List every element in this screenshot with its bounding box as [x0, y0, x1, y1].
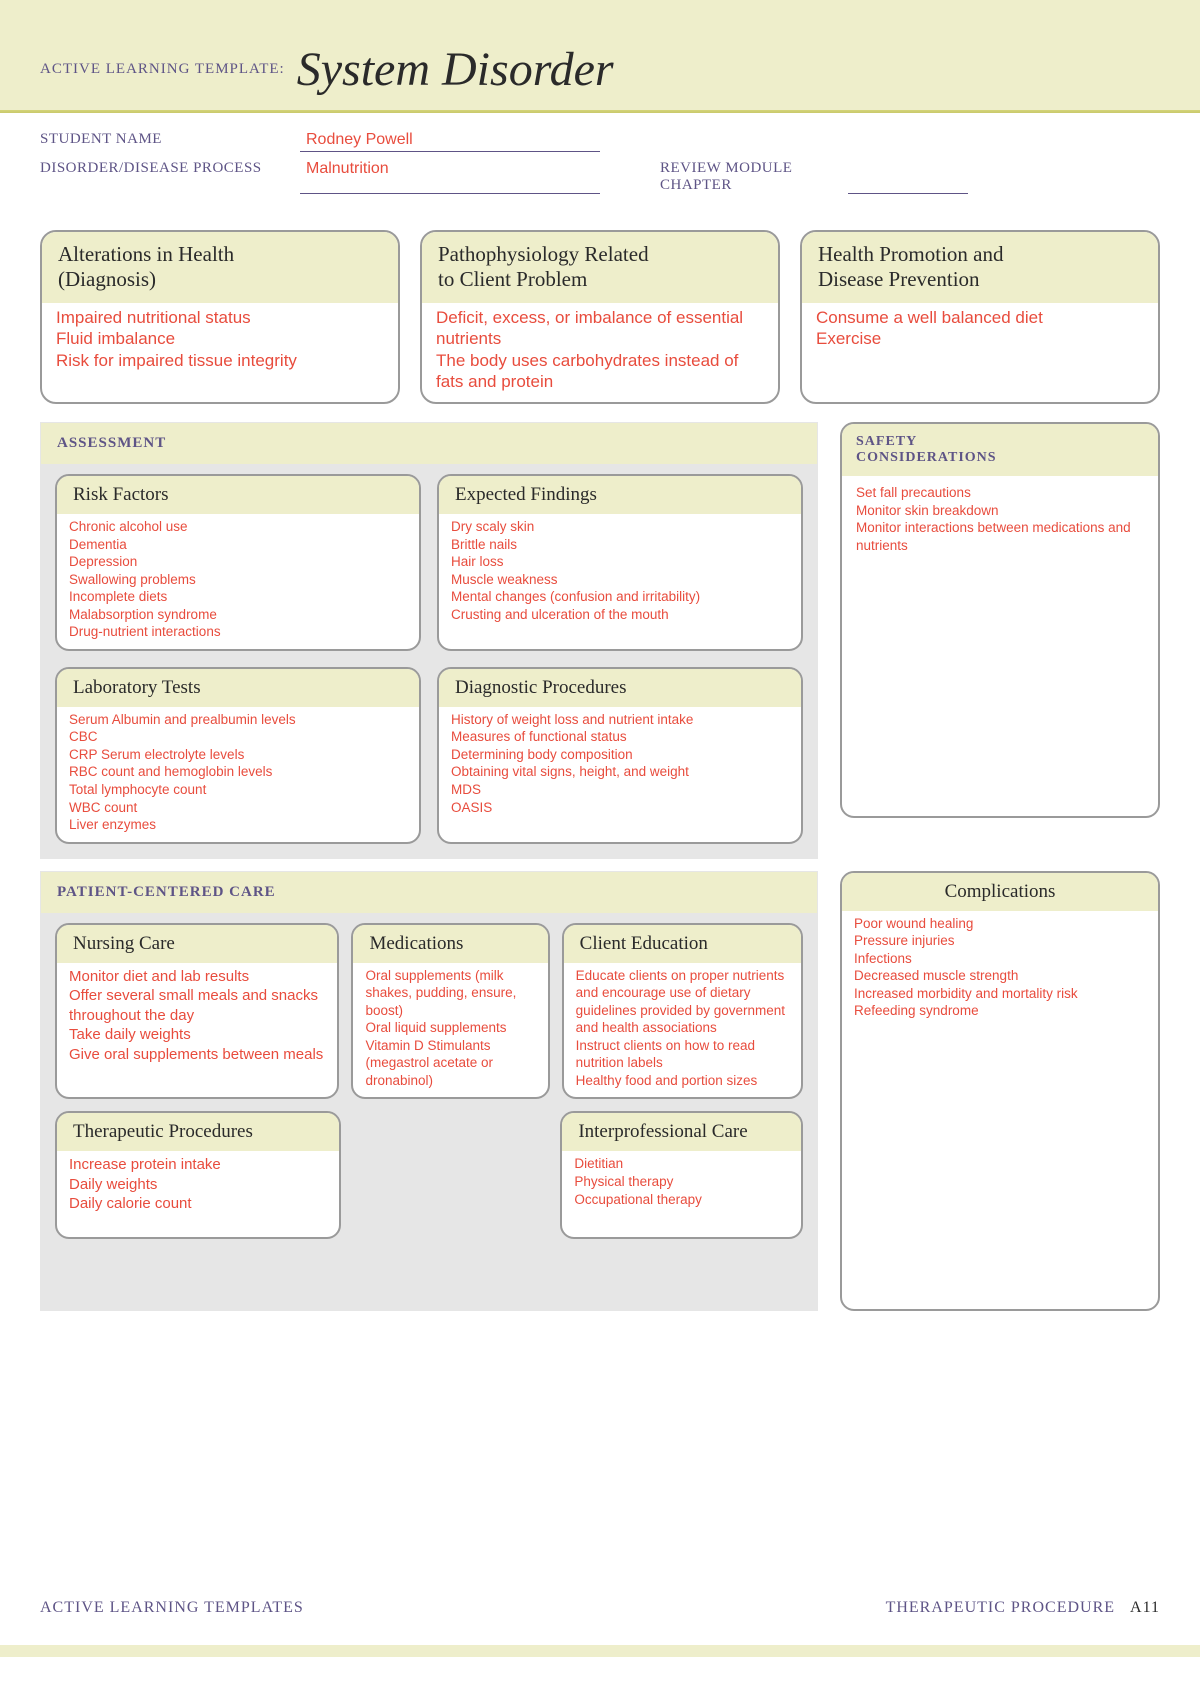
page-number: A11: [1130, 1599, 1160, 1616]
interprofessional-care-title: Interprofessional Care: [562, 1113, 801, 1151]
promo-title: Health Promotion and Disease Prevention: [802, 232, 1158, 303]
diagnostic-procedures-body: History of weight loss and nutrient inta…: [439, 707, 801, 824]
risk-factors-box: Risk Factors Chronic alcohol useDementia…: [55, 474, 421, 651]
promo-body: Consume a well balanced dietExercise: [802, 303, 1158, 360]
footer-left: ACTIVE LEARNING TEMPLATES: [40, 1599, 304, 1617]
patho-title: Pathophysiology Related to Client Proble…: [422, 232, 778, 303]
medications-box: Medications Oral supplements (milk shake…: [351, 923, 549, 1100]
form-area: STUDENT NAME Rodney Powell DISORDER/DISE…: [0, 113, 1200, 194]
diagnostic-procedures-title: Diagnostic Procedures: [439, 669, 801, 707]
expected-findings-title: Expected Findings: [439, 476, 801, 514]
therapeutic-procedures-body: Increase protein intakeDaily weightsDail…: [57, 1151, 339, 1237]
client-education-box: Client Education Educate clients on prop…: [562, 923, 803, 1100]
assessment-section: ASSESSMENT Risk Factors Chronic alcohol …: [40, 422, 818, 859]
review-module-value[interactable]: [848, 160, 968, 194]
review-module-label: REVIEW MODULE CHAPTER: [660, 160, 840, 194]
header-prefix: ACTIVE LEARNING TEMPLATE:: [40, 61, 285, 78]
lab-tests-box: Laboratory Tests Serum Albumin and preal…: [55, 667, 421, 844]
complications-body: Poor wound healingPressure injuriesInfec…: [842, 911, 1158, 1028]
pcc-label: PATIENT-CENTERED CARE: [41, 872, 817, 913]
interprofessional-care-box: Interprofessional Care DietitianPhysical…: [560, 1111, 803, 1239]
page-title: System Disorder: [297, 42, 614, 97]
medications-body: Oral supplements (milk shakes, pudding, …: [353, 963, 547, 1098]
alterations-box: Alterations in Health (Diagnosis) Impair…: [40, 230, 400, 404]
disorder-label: DISORDER/DISEASE PROCESS: [40, 160, 300, 194]
expected-findings-box: Expected Findings Dry scaly skinBrittle …: [437, 474, 803, 651]
footer-right: THERAPEUTIC PROCEDURE A11: [886, 1599, 1160, 1617]
footer-band: [0, 1645, 1200, 1657]
patho-body: Deficit, excess, or imbalance of essenti…: [422, 303, 778, 402]
safety-box: SAFETY CONSIDERATIONS Set fall precautio…: [840, 422, 1160, 818]
promo-box: Health Promotion and Disease Prevention …: [800, 230, 1160, 404]
therapeutic-procedures-title: Therapeutic Procedures: [57, 1113, 339, 1151]
complications-box: Complications Poor wound healingPressure…: [840, 871, 1160, 1311]
risk-factors-title: Risk Factors: [57, 476, 419, 514]
assessment-label: ASSESSMENT: [41, 423, 817, 464]
pcc-section: PATIENT-CENTERED CARE Nursing Care Monit…: [40, 871, 818, 1311]
alterations-body: Impaired nutritional statusFluid imbalan…: [42, 303, 398, 381]
nursing-care-title: Nursing Care: [57, 925, 337, 963]
diagnostic-procedures-box: Diagnostic Procedures History of weight …: [437, 667, 803, 844]
top3-row: Alterations in Health (Diagnosis) Impair…: [0, 202, 1200, 404]
therapeutic-procedures-box: Therapeutic Procedures Increase protein …: [55, 1111, 341, 1239]
nursing-care-box: Nursing Care Monitor diet and lab result…: [55, 923, 339, 1100]
client-education-title: Client Education: [564, 925, 801, 963]
interprofessional-care-body: DietitianPhysical therapyOccupational th…: [562, 1151, 801, 1216]
safety-body: Set fall precautionsMonitor skin breakdo…: [842, 476, 1158, 816]
header-band: ACTIVE LEARNING TEMPLATE: System Disorde…: [0, 0, 1200, 110]
disorder-value[interactable]: Malnutrition: [300, 160, 600, 194]
student-name-value[interactable]: Rodney Powell: [300, 131, 600, 152]
client-education-body: Educate clients on proper nutrients and …: [564, 963, 801, 1098]
footer: ACTIVE LEARNING TEMPLATES THERAPEUTIC PR…: [0, 1599, 1200, 1617]
alterations-title: Alterations in Health (Diagnosis): [42, 232, 398, 303]
nursing-care-body: Monitor diet and lab resultsOffer severa…: [57, 963, 337, 1073]
pcc-spacer: [353, 1111, 548, 1239]
patho-box: Pathophysiology Related to Client Proble…: [420, 230, 780, 404]
safety-label: SAFETY CONSIDERATIONS: [856, 434, 1144, 466]
complications-title: Complications: [842, 873, 1158, 911]
pcc-complications-row: PATIENT-CENTERED CARE Nursing Care Monit…: [0, 859, 1200, 1311]
expected-findings-body: Dry scaly skinBrittle nailsHair lossMusc…: [439, 514, 801, 631]
lab-tests-body: Serum Albumin and prealbumin levelsCBCCR…: [57, 707, 419, 842]
medications-title: Medications: [353, 925, 547, 963]
assessment-safety-row: ASSESSMENT Risk Factors Chronic alcohol …: [0, 404, 1200, 859]
risk-factors-body: Chronic alcohol useDementiaDepressionSwa…: [57, 514, 419, 649]
student-name-label: STUDENT NAME: [40, 131, 300, 152]
lab-tests-title: Laboratory Tests: [57, 669, 419, 707]
